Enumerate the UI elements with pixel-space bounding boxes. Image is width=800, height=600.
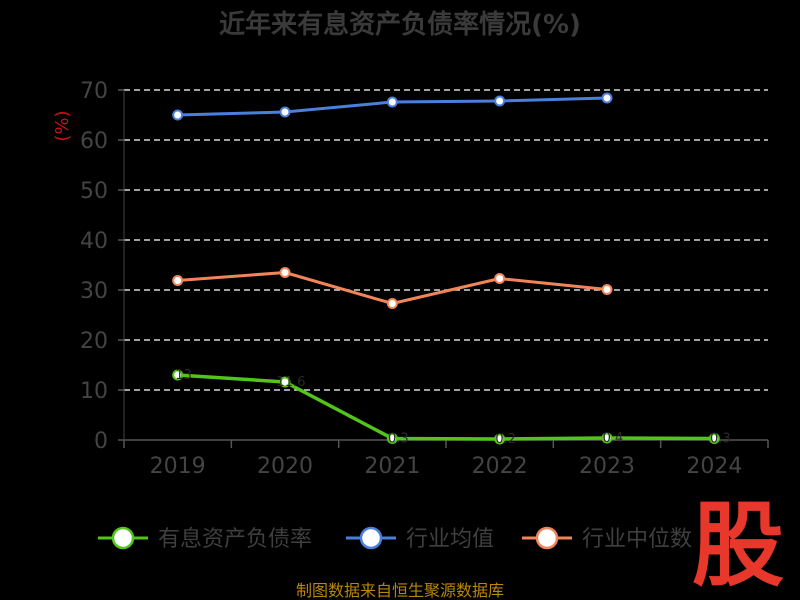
x-axis: 2019 2020 2021 2022 2023 2024 <box>123 90 769 479</box>
legend-item-1[interactable]: 行业均值 <box>346 526 494 552</box>
y-axis-label: (%) <box>52 110 73 141</box>
series-line <box>177 373 715 441</box>
data-label: 13 <box>175 368 192 383</box>
legend-label: 行业中位数 <box>582 527 692 552</box>
data-point[interactable] <box>386 433 398 444</box>
chart-title: 近年来有息资产负债率情况(%) <box>219 9 581 40</box>
y-tick-label: 10 <box>80 379 108 404</box>
legend[interactable]: 有息资产负债率 行业均值 行业中位数 <box>98 526 692 552</box>
y-tick-label: 50 <box>80 179 108 204</box>
legend-label: 行业均值 <box>406 527 494 552</box>
y-tick-label: 40 <box>80 229 108 254</box>
x-tick-label: 2022 <box>472 454 528 479</box>
data-point[interactable] <box>601 284 613 295</box>
data-point[interactable] <box>172 275 184 286</box>
x-tick-label: 2020 <box>257 454 313 479</box>
x-tick-label: 2019 <box>150 454 206 479</box>
source-note: 制图数据来自恒生聚源数据库 <box>296 581 504 600</box>
data-label: 0.3 <box>710 432 731 447</box>
legend-item-2[interactable]: 行业中位数 <box>522 526 692 552</box>
legend-item-0[interactable]: 有息资产负债率 <box>98 526 312 552</box>
y-tick-label: 30 <box>80 279 108 304</box>
gridlines <box>124 89 768 391</box>
series-1 <box>172 92 613 121</box>
y-tick-labels: 0 10 20 30 40 50 60 70 <box>80 79 124 454</box>
data-point[interactable] <box>494 433 506 445</box>
y-tick-label: 70 <box>80 79 108 104</box>
data-label: 11.6 <box>277 375 306 390</box>
data-label: 0.2 <box>495 432 516 447</box>
series-layer: 13 11.6 0.3 0.2 0.4 0.3 <box>172 92 731 447</box>
data-point[interactable] <box>279 106 291 118</box>
series-0: 13 11.6 0.3 0.2 0.4 0.3 <box>172 368 731 447</box>
data-point[interactable] <box>708 433 720 444</box>
watermark-logo: 股 <box>692 492 784 599</box>
data-point[interactable] <box>279 376 291 388</box>
data-point[interactable] <box>279 267 291 278</box>
data-point[interactable] <box>494 95 506 107</box>
y-tick-label: 0 <box>94 429 108 454</box>
x-tick-label: 2024 <box>686 454 742 479</box>
x-tick-label: 2023 <box>579 454 635 479</box>
x-tick-label: 2021 <box>364 454 420 479</box>
legend-label: 有息资产负债率 <box>158 527 312 552</box>
y-tick-label: 20 <box>80 329 108 354</box>
data-label: 0.3 <box>388 432 409 447</box>
data-label: 0.4 <box>603 431 624 446</box>
data-point[interactable] <box>172 369 184 381</box>
legend-marker <box>111 526 135 550</box>
data-point[interactable] <box>601 432 613 444</box>
data-point[interactable] <box>386 96 398 108</box>
legend-marker <box>535 526 559 550</box>
data-point[interactable] <box>172 109 184 121</box>
data-point[interactable] <box>386 298 398 309</box>
data-point[interactable] <box>601 92 613 104</box>
data-point[interactable] <box>494 273 506 284</box>
legend-marker <box>359 526 383 550</box>
y-tick-label: 60 <box>80 129 108 154</box>
series-2 <box>172 267 613 309</box>
